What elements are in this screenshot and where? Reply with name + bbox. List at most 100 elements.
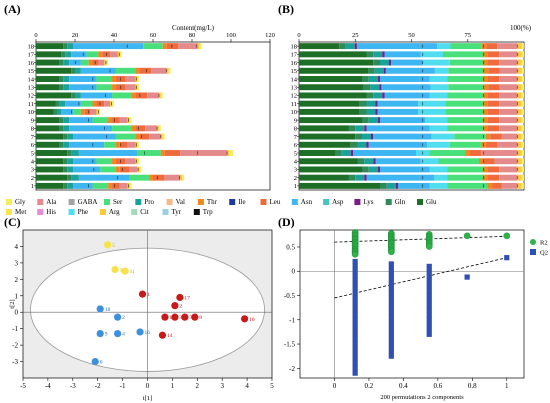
chart-b-bar-glu (299, 166, 362, 173)
chart-b-category-label: 2 (294, 175, 297, 182)
chart-a-bar-ala (147, 92, 159, 99)
chart-a-bar-ser (112, 125, 132, 132)
chart-a-bar-asn (73, 43, 144, 50)
chart-b-bar-gln (348, 174, 356, 181)
chart-a-bar-gly (112, 100, 114, 107)
chart-b-bar-gln (362, 117, 369, 124)
chart-a-bar-arg (110, 100, 113, 107)
chart-c-point-red (176, 293, 184, 302)
legend-label-leu: Leu (270, 198, 281, 206)
chart-c-point-yellow (111, 265, 119, 274)
chart-a-category-label: 5 (31, 150, 34, 157)
chart-a-bar-ala (145, 125, 157, 132)
chart-a-bar-asn (71, 51, 87, 58)
chart-a-xtick-label: 120 (265, 32, 275, 39)
chart-d-q2-regression-line (334, 257, 507, 299)
legend-label-glu: Glu (426, 198, 437, 206)
chart-c-point-label: 4 (122, 332, 125, 338)
chart-a-bar-ser (73, 108, 81, 115)
chart-a-category-label: 9 (31, 117, 34, 124)
chart-a-category-label: 6 (31, 142, 35, 149)
chart-d-q2-point (388, 305, 394, 311)
chart-b-bar-gly (521, 158, 524, 165)
legend-swatch-gaba (68, 199, 75, 205)
chart-a-bar-asn (78, 150, 138, 156)
chart-b-bar-glu (299, 67, 369, 74)
chart-a-bar-asn (73, 166, 101, 173)
chart-b-bar-glu (299, 150, 335, 156)
chart-b-bar-thr (485, 133, 491, 140)
chart-a-bar-gln (63, 43, 68, 50)
chart-a-bar-ala (129, 166, 138, 173)
chart-b-bar-ser (447, 117, 484, 124)
chart-b-bar-phe (434, 67, 449, 74)
chart-b-bar-gln (357, 158, 365, 165)
legend-label-trp: Trp (203, 208, 213, 216)
chart-a-category-label: 1 (31, 183, 34, 190)
chart-a-bar-gly (162, 133, 165, 140)
chart-a-bar-glu (36, 100, 56, 107)
chart-a-bar-glu (36, 84, 60, 91)
chart-d-q2-point (426, 283, 432, 289)
chart-b-bar-glu (299, 174, 349, 181)
chart-b-bar-ser (448, 67, 484, 74)
chart-b-bar-ser (447, 76, 484, 82)
chart-a-bar-thr (92, 100, 97, 107)
chart-b-bar-lys (382, 51, 385, 58)
chart-b-bar-thr (479, 158, 484, 165)
chart-a-bar-leu (119, 141, 128, 148)
chart-c-point-blue (136, 328, 144, 336)
chart-b-bar-glu (299, 51, 367, 58)
chart-b-bar-ser (438, 158, 479, 165)
chart-b-category-label: 17 (291, 52, 298, 59)
chart-b-bar-phe (422, 59, 450, 66)
chart-d-q2-point (352, 258, 358, 265)
chart-b-bar-pro (368, 117, 378, 124)
chart-a-bar-gln (63, 158, 68, 165)
chart-b-category-label: 15 (291, 68, 298, 75)
chart-c-point-red (191, 313, 199, 321)
chart-c-xtick-label: -1 (120, 382, 126, 390)
chart-b-bar-arg (517, 174, 522, 181)
chart-c-xtick-label: -3 (70, 382, 76, 390)
legend-label-met: Met (15, 208, 26, 216)
chart-b-bar-gly (521, 125, 524, 132)
legend-swatch-glu (417, 199, 423, 205)
chart-a-bar-ser (115, 67, 136, 74)
chart-b-bar-pro (362, 133, 371, 140)
chart-d-ytick-label: 0.5 (286, 243, 295, 251)
chart-b-category-label: 7 (294, 134, 298, 141)
chart-b-bar-leu (488, 51, 500, 58)
legend-swatch-val (166, 199, 173, 205)
panel-label-c: (C) (4, 215, 21, 229)
chart-a-bar-gln (61, 51, 66, 58)
chart-a-bar-asn (73, 182, 93, 189)
chart-b-bar-lys (375, 100, 378, 107)
chart-a-bar-leu (119, 166, 130, 173)
chart-a-bar-gln (63, 182, 68, 189)
chart-d-q2-point (352, 268, 358, 274)
chart-a-bar-gln (59, 84, 64, 91)
chart-b-category-label: 1 (294, 183, 297, 190)
chart-b-bar-thr (483, 59, 488, 66)
chart-a-bar-ser (92, 182, 109, 189)
chart-a-bar-ala (125, 84, 136, 91)
legend-label-asn: Asn (301, 198, 313, 206)
chart-a-bar-thr (135, 67, 140, 74)
chart-b-category-label: 10 (291, 109, 298, 116)
chart-d-q2-point (352, 355, 358, 362)
chart-b-bar-asn (373, 133, 432, 140)
chart-a-bar-ala (119, 182, 128, 189)
chart-a-bar-arg (166, 67, 169, 74)
chart-b-bar-leu (488, 76, 500, 82)
chart-a-xtick-label: 100 (226, 32, 236, 39)
chart-b-bar-leu (488, 166, 500, 173)
chart-b-bar-arg (517, 67, 522, 74)
chart-c-point-yellow (104, 241, 112, 249)
chart-b-bar-ser (448, 84, 484, 91)
chart-a-category-label: 15 (28, 68, 35, 75)
chart-a-bar-glu (36, 108, 54, 115)
chart-b-bar-phe (425, 117, 448, 124)
chart-a-bar-glu (36, 92, 72, 99)
chart-b-bar-asn (377, 100, 419, 107)
